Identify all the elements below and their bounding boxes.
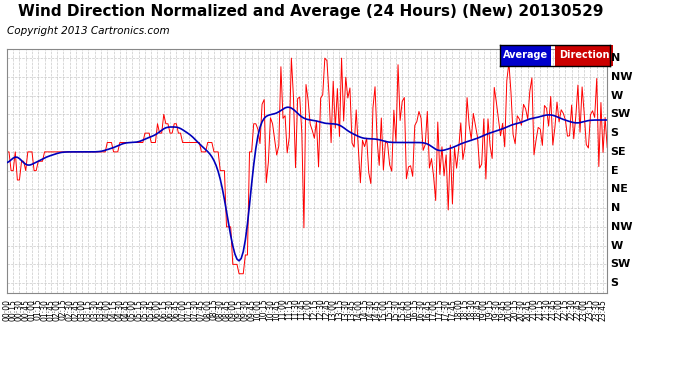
- Text: SW: SW: [611, 260, 631, 269]
- Text: W: W: [611, 241, 623, 250]
- Text: SE: SE: [611, 147, 627, 157]
- Text: S: S: [611, 128, 619, 138]
- Text: Copyright 2013 Cartronics.com: Copyright 2013 Cartronics.com: [7, 26, 170, 36]
- Text: Wind Direction Normalized and Average (24 Hours) (New) 20130529: Wind Direction Normalized and Average (2…: [18, 4, 603, 19]
- Text: NW: NW: [611, 222, 632, 232]
- Text: NE: NE: [611, 184, 627, 194]
- Text: SW: SW: [611, 110, 631, 119]
- Text: W: W: [611, 91, 623, 101]
- Text: NW: NW: [611, 72, 632, 82]
- Text: S: S: [611, 278, 619, 288]
- Text: Average: Average: [503, 50, 548, 60]
- Text: E: E: [611, 166, 618, 176]
- Text: Direction: Direction: [559, 50, 609, 60]
- Text: N: N: [611, 203, 620, 213]
- Text: N: N: [611, 53, 620, 63]
